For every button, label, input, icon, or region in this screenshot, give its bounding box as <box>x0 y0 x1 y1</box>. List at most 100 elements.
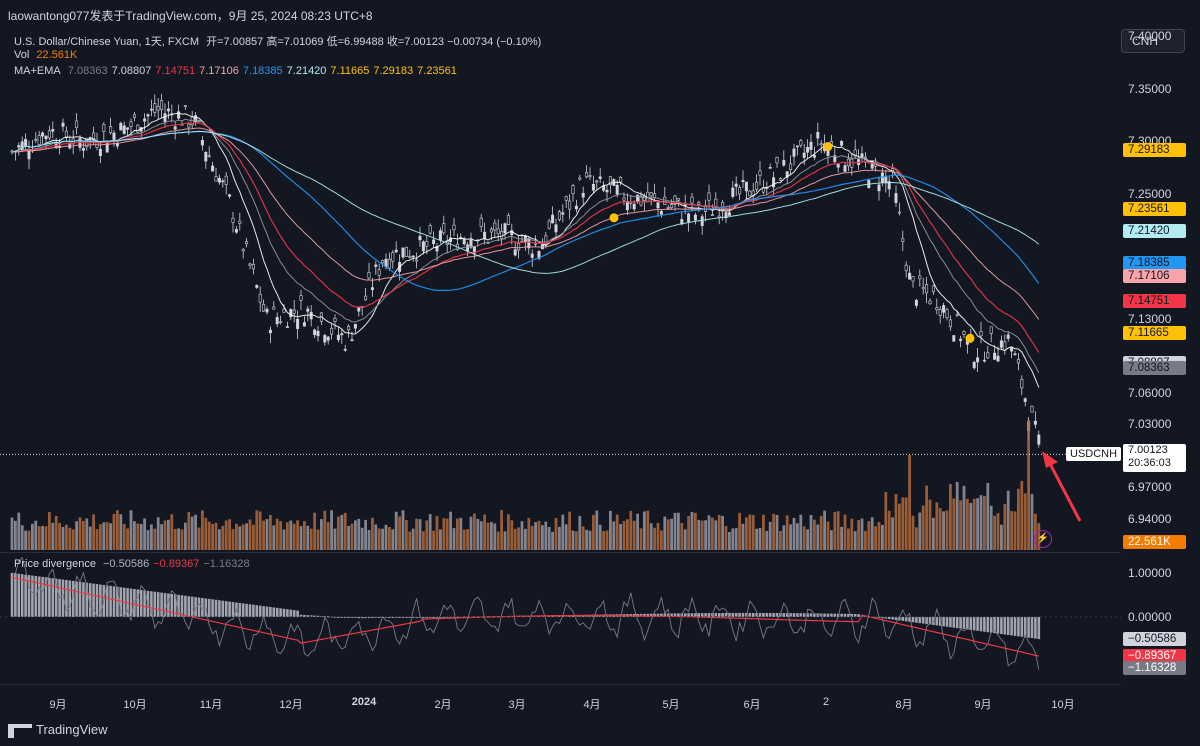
osc-bar <box>109 585 112 617</box>
osc-bar <box>765 612 769 617</box>
candle-body <box>727 212 731 216</box>
osc-bar <box>415 616 418 618</box>
osc-bar <box>755 612 758 617</box>
candle-body <box>75 120 79 129</box>
signal-marker <box>823 142 833 152</box>
osc-bar <box>833 613 837 617</box>
volume-bar <box>683 529 687 550</box>
osc-bar <box>238 602 242 617</box>
volume-bar <box>48 512 51 550</box>
volume-bar <box>738 512 741 550</box>
osc-bar <box>85 582 89 617</box>
volume-bar <box>14 520 17 550</box>
ema20-line <box>11 118 1040 374</box>
candle-body <box>904 264 908 272</box>
osc-bar <box>694 613 697 617</box>
osc-bar <box>748 612 752 617</box>
time-tick-label: 11月 <box>199 699 223 711</box>
candle-body <box>833 155 837 163</box>
candle-body <box>132 114 136 118</box>
symbol-button[interactable]: CNH <box>1121 29 1185 53</box>
candle-body <box>996 355 1000 362</box>
candle-body <box>1003 341 1007 351</box>
candle-body <box>153 103 157 113</box>
osc-bar <box>173 594 177 617</box>
candle-body <box>853 149 857 157</box>
candle-body <box>931 285 935 293</box>
osc-bar <box>398 616 401 618</box>
legend-title-row: U.S. Dollar/Chinese Yuan, 1天, FXCM 开=7.0… <box>14 33 545 49</box>
price-chart[interactable] <box>0 26 1121 550</box>
osc-bar <box>942 616 945 627</box>
osc-bar <box>326 616 330 618</box>
candle-body <box>561 212 565 215</box>
osc-bar <box>853 613 857 617</box>
candle-body <box>306 308 310 312</box>
ma-price-badge: 7.14751 <box>1123 294 1186 309</box>
candle-body <box>547 220 551 229</box>
osc-bar <box>643 613 646 617</box>
volume-bar <box>469 516 473 550</box>
osc-bar <box>408 616 412 618</box>
candle-body <box>160 100 164 111</box>
candle-body <box>432 239 436 244</box>
osc-bar <box>751 612 755 617</box>
osc-bar <box>969 616 973 630</box>
volume-bar <box>935 502 939 550</box>
candle-body <box>296 318 300 329</box>
volume-bar <box>966 498 969 550</box>
candle-body <box>799 140 803 146</box>
osc-bar <box>241 603 245 617</box>
volume-bar <box>320 519 323 550</box>
osc-bar <box>48 577 51 617</box>
candle-body <box>265 308 269 313</box>
tradingview-logo[interactable]: TradingView <box>8 722 108 738</box>
volume-bar <box>541 525 544 550</box>
candle-body <box>374 264 378 267</box>
oscillator-chart[interactable] <box>0 553 1121 683</box>
volume-bar <box>588 530 592 550</box>
lightning-icon[interactable]: ⚡ <box>1034 530 1052 548</box>
price-tick-label: 7.25000 <box>1128 186 1172 201</box>
osc-bar <box>347 616 350 618</box>
candle-body <box>64 130 68 138</box>
candle-body <box>347 325 351 331</box>
osc-bar <box>439 616 442 618</box>
legend-ohlc: 开=7.00857 高=7.01069 低=6.99488 收=7.00123 … <box>206 36 542 48</box>
osc-title: Price divergence <box>14 558 96 570</box>
volume-bar <box>857 520 860 550</box>
volume-bar <box>1020 480 1024 550</box>
candle-body <box>928 300 932 305</box>
candle-body <box>1023 398 1027 402</box>
candle-body <box>275 317 279 325</box>
ma-price-badge: 7.29183 <box>1123 142 1186 157</box>
candle-body <box>986 352 990 359</box>
candle-body <box>908 272 912 280</box>
volume-bar <box>340 514 344 550</box>
ma-value: 7.11665 <box>330 65 370 77</box>
osc-bar <box>847 613 850 617</box>
volume-bar <box>316 529 320 550</box>
osc-bar <box>27 575 31 617</box>
osc-bar <box>1034 616 1037 639</box>
osc-bar <box>677 613 680 617</box>
volume-bar <box>972 498 976 550</box>
osc-bar <box>61 579 65 617</box>
time-tick-label: 9月 <box>974 699 992 711</box>
volume-bar <box>224 520 228 550</box>
osc-bar <box>758 612 762 617</box>
volume-bar <box>411 528 415 550</box>
osc-badge: −0.50586 <box>1123 632 1186 647</box>
volume-bar <box>711 517 714 550</box>
osc-bar <box>187 596 191 617</box>
osc-bar <box>894 616 898 620</box>
volume-bar <box>707 515 711 550</box>
volume-bar <box>789 524 792 550</box>
volume-bar <box>207 521 211 550</box>
osc-bar <box>17 573 21 617</box>
osc-bar <box>207 598 211 617</box>
osc-bar <box>687 613 690 617</box>
volume-bar <box>258 511 262 550</box>
volume-bar <box>415 518 418 550</box>
osc-bar <box>105 585 109 617</box>
